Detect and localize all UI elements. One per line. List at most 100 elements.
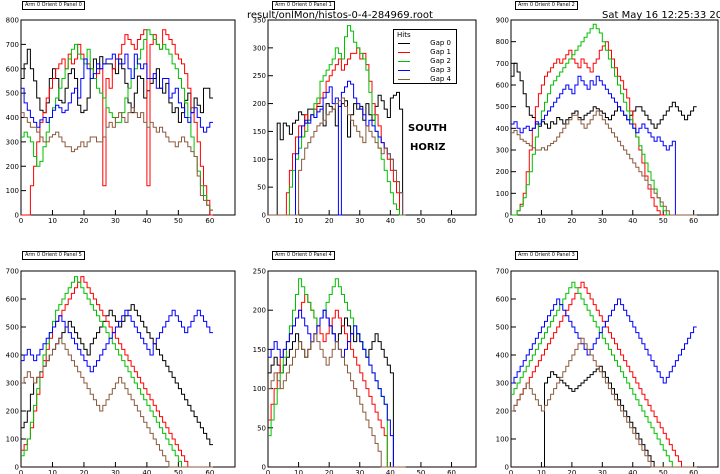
series-gap-1 <box>511 281 697 468</box>
legend-entry-gap3: Gap 3 <box>394 66 456 75</box>
series-gap-1 <box>21 29 213 216</box>
y-tick-label: 300 <box>253 44 266 52</box>
y-tick-label: 0 <box>505 212 509 220</box>
series-gap-2 <box>511 23 697 216</box>
annotation-horiz: HORIZ <box>410 142 446 153</box>
x-tick-label: 30 <box>111 217 120 225</box>
legend-label: Gap 4 <box>430 75 451 83</box>
y-tick-label: 800 <box>6 17 19 25</box>
x-tick-label: 20 <box>325 217 334 225</box>
x-tick-label: 60 <box>447 469 456 474</box>
x-tick-label: 0 <box>266 469 270 474</box>
y-tick-label: 150 <box>253 346 266 354</box>
x-tick-label: 40 <box>142 469 151 474</box>
panel-title-3: Arm 0 Orient 0 Panel 5 <box>22 251 85 260</box>
panel-title-0: Arm 0 Orient 0 Panel 0 <box>22 1 85 10</box>
timestamp: Sat May 16 12:25:33 2009 <box>602 10 720 21</box>
legend-entry-gap4: Gap 4 <box>394 75 456 84</box>
x-tick-label: 10 <box>294 217 303 225</box>
y-tick-label: 350 <box>253 17 266 25</box>
y-tick-label: 600 <box>6 65 19 73</box>
y-tick-label: 200 <box>6 163 19 171</box>
x-tick-label: 10 <box>48 217 57 225</box>
x-tick-label: 40 <box>628 469 637 474</box>
x-tick-label: 50 <box>416 469 425 474</box>
y-tick-label: 700 <box>496 268 509 276</box>
x-tick-label: 60 <box>689 469 698 474</box>
series-gap-3 <box>21 53 213 133</box>
y-tick-label: 600 <box>6 296 19 304</box>
y-tick-label: 700 <box>6 41 19 49</box>
x-tick-label: 0 <box>509 217 513 225</box>
x-tick-label: 0 <box>509 469 513 474</box>
y-tick-label: 300 <box>6 138 19 146</box>
x-tick-label: 30 <box>111 469 120 474</box>
x-tick-label: 40 <box>628 217 637 225</box>
x-tick-label: 10 <box>48 469 57 474</box>
legend-label: Gap 2 <box>430 57 451 65</box>
y-tick-label: 250 <box>253 72 266 80</box>
x-tick-label: 50 <box>174 217 183 225</box>
y-tick-label: 150 <box>253 128 266 136</box>
legend-label: Gap 1 <box>430 48 451 56</box>
x-tick-label: 60 <box>447 217 456 225</box>
x-tick-label: 50 <box>416 217 425 225</box>
x-tick-label: 10 <box>294 469 303 474</box>
x-tick-label: 20 <box>567 217 576 225</box>
series-gap-4 <box>511 110 697 216</box>
x-tick-label: 0 <box>19 469 23 474</box>
x-tick-label: 30 <box>355 469 364 474</box>
y-tick-label: 300 <box>6 380 19 388</box>
x-tick-label: 10 <box>537 217 546 225</box>
annotation-south: SOUTH <box>408 123 448 134</box>
panel-title-1: Arm 0 Orient 0 Panel 1 <box>272 1 335 10</box>
y-tick-label: 100 <box>6 436 19 444</box>
x-tick-label: 20 <box>567 469 576 474</box>
y-tick-label: 0 <box>262 464 266 472</box>
legend-entry-gap0: Gap 0 <box>394 39 456 48</box>
series-gap-3 <box>21 309 213 373</box>
x-tick-label: 40 <box>386 469 395 474</box>
series-gap-3 <box>511 298 697 384</box>
x-tick-label: 0 <box>266 217 270 225</box>
y-tick-label: 500 <box>6 324 19 332</box>
legend-label: Gap 3 <box>430 66 451 74</box>
y-tick-label: 0 <box>15 464 19 472</box>
legend-entry-gap2: Gap 2 <box>394 57 456 66</box>
series-gap-1 <box>21 276 213 468</box>
series-gap-1 <box>511 41 697 216</box>
y-tick-label: 600 <box>496 82 509 90</box>
y-tick-label: 200 <box>496 408 509 416</box>
y-tick-label: 900 <box>496 17 509 25</box>
y-tick-label: 500 <box>6 90 19 98</box>
x-tick-label: 60 <box>689 217 698 225</box>
x-tick-label: 20 <box>79 217 88 225</box>
x-tick-label: 20 <box>325 469 334 474</box>
series-gap-3 <box>268 309 406 468</box>
y-tick-label: 0 <box>505 464 509 472</box>
legend-box: Hits Gap 0 Gap 1 Gap 2 Gap 3 Gap 4 <box>393 29 457 84</box>
x-tick-label: 40 <box>386 217 395 225</box>
legend-label: Gap 0 <box>430 39 451 47</box>
panel-frame <box>510 270 719 468</box>
y-tick-label: 100 <box>6 187 19 195</box>
y-tick-label: 200 <box>253 100 266 108</box>
y-tick-label: 500 <box>496 103 509 111</box>
y-tick-label: 800 <box>496 38 509 46</box>
y-tick-label: 200 <box>6 408 19 416</box>
x-tick-label: 30 <box>598 469 607 474</box>
x-tick-label: 40 <box>142 217 151 225</box>
panel-title-4: Arm 0 Orient 0 Panel 4 <box>272 251 335 260</box>
y-tick-label: 0 <box>15 212 19 220</box>
y-tick-label: 400 <box>496 352 509 360</box>
series-gap-4 <box>268 333 406 468</box>
y-tick-label: 100 <box>253 385 266 393</box>
y-tick-label: 400 <box>6 352 19 360</box>
y-tick-label: 200 <box>496 168 509 176</box>
x-tick-label: 60 <box>205 217 214 225</box>
y-tick-label: 300 <box>496 147 509 155</box>
series-gap-2 <box>511 281 697 468</box>
x-tick-label: 60 <box>205 469 214 474</box>
x-tick-label: 50 <box>174 469 183 474</box>
